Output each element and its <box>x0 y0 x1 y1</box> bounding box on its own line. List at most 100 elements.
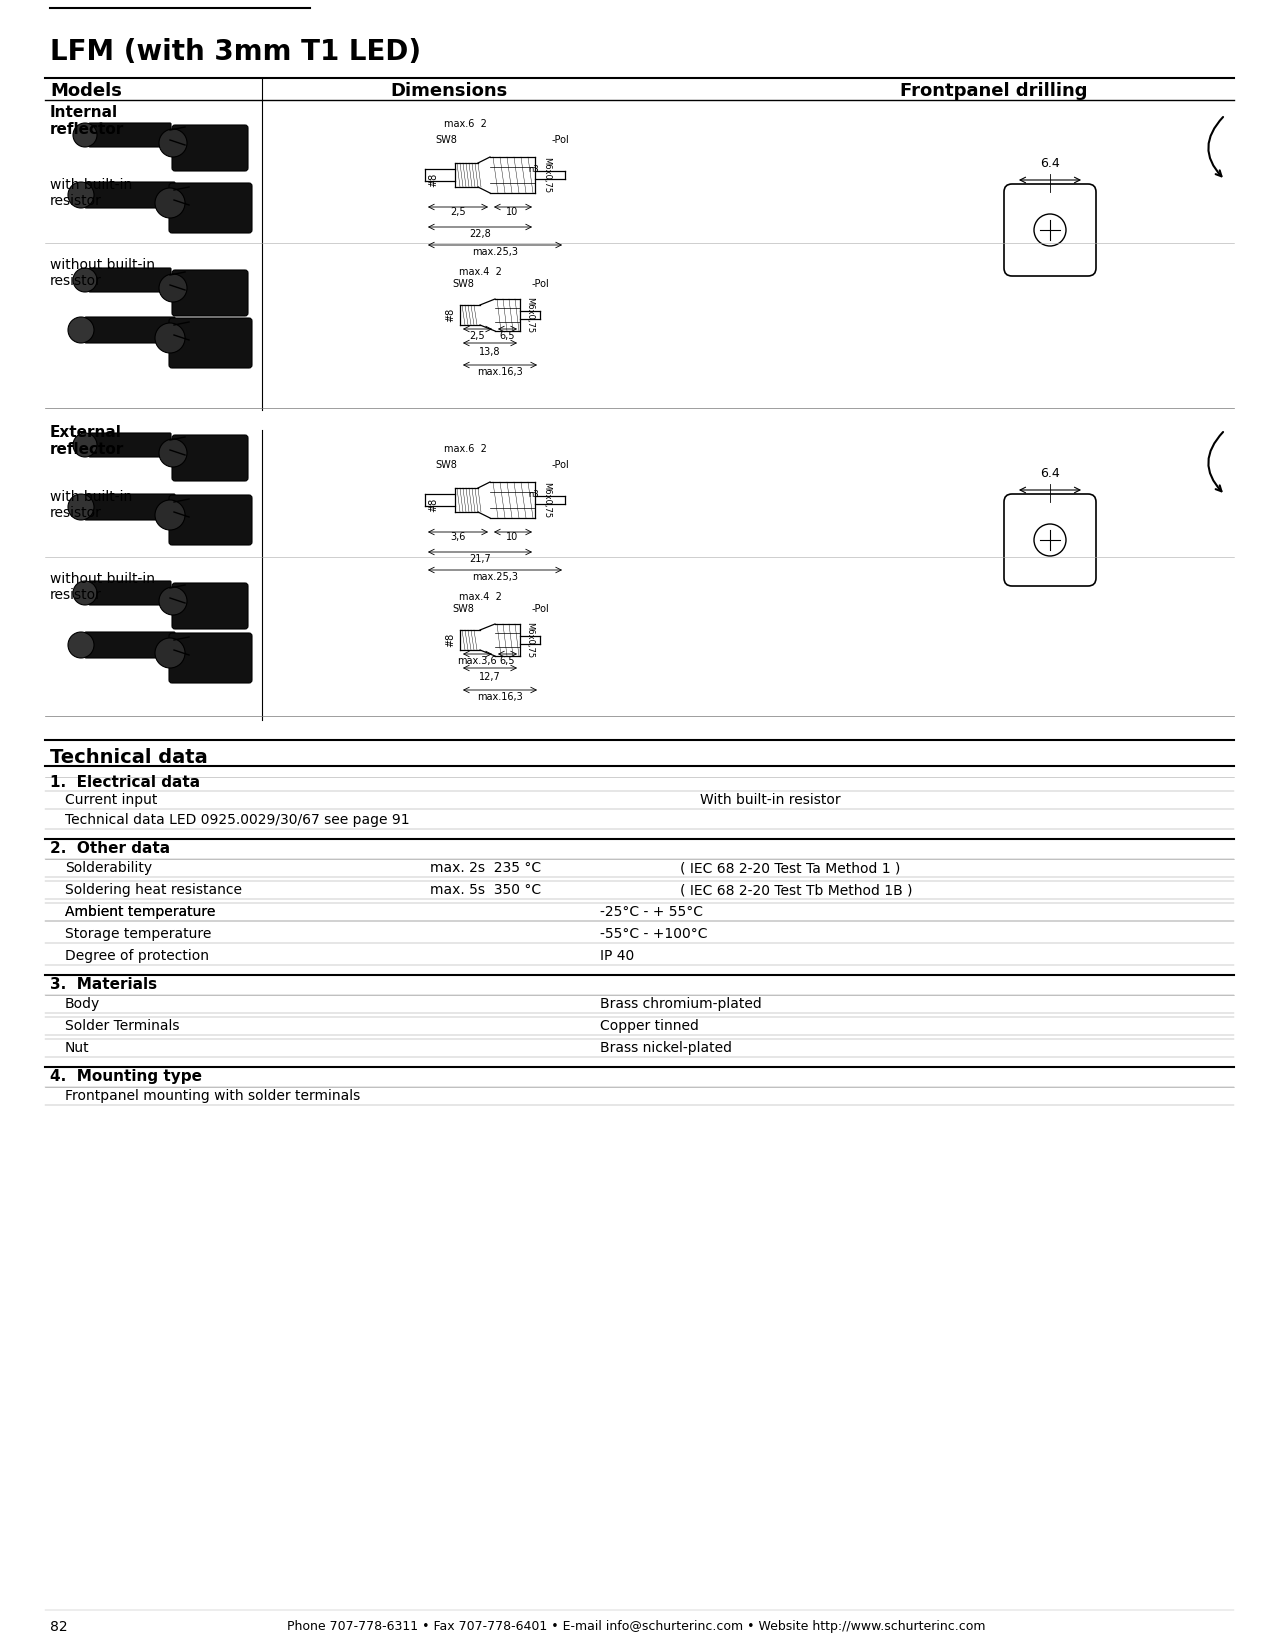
Text: Technical data: Technical data <box>50 748 207 768</box>
FancyBboxPatch shape <box>172 434 248 480</box>
FancyBboxPatch shape <box>85 182 176 208</box>
FancyBboxPatch shape <box>85 494 176 520</box>
Text: Current input: Current input <box>65 792 158 807</box>
Circle shape <box>73 581 97 604</box>
Text: max.6  2: max.6 2 <box>444 119 486 129</box>
Text: n3: n3 <box>528 490 539 499</box>
Text: M6x0,75: M6x0,75 <box>525 622 534 659</box>
Circle shape <box>67 182 94 208</box>
FancyBboxPatch shape <box>1004 494 1096 586</box>
FancyBboxPatch shape <box>172 125 248 172</box>
Text: #8: #8 <box>427 173 438 187</box>
Text: 10: 10 <box>506 532 518 542</box>
Text: #8: #8 <box>445 632 455 647</box>
FancyBboxPatch shape <box>1004 183 1096 276</box>
Text: ( IEC 68 2-20 Test Tb Method 1B ): ( IEC 68 2-20 Test Tb Method 1B ) <box>681 883 912 896</box>
FancyBboxPatch shape <box>169 319 252 368</box>
Text: 21,7: 21,7 <box>469 555 491 565</box>
Text: without built-in
resistor: without built-in resistor <box>50 258 155 289</box>
FancyBboxPatch shape <box>85 632 176 659</box>
Text: SW8: SW8 <box>452 279 474 289</box>
Text: SW8: SW8 <box>435 461 457 471</box>
Circle shape <box>155 500 184 530</box>
Text: IP 40: IP 40 <box>600 949 635 963</box>
Text: Ambient temperature: Ambient temperature <box>65 905 215 920</box>
Text: with built-in
resistor: with built-in resistor <box>50 490 132 520</box>
Text: max.16,3: max.16,3 <box>477 692 523 702</box>
Circle shape <box>73 124 97 147</box>
Text: Phone 707-778-6311 • Fax 707-778-6401 • E-mail info@schurterinc.com • Website ht: Phone 707-778-6311 • Fax 707-778-6401 • … <box>286 1620 986 1633</box>
Text: -Pol: -Pol <box>532 604 550 614</box>
Text: max.4  2: max.4 2 <box>459 593 501 603</box>
Text: Solder Terminals: Solder Terminals <box>65 1019 179 1034</box>
Text: Dimensions: Dimensions <box>391 83 508 101</box>
Text: -Pol: -Pol <box>552 461 570 471</box>
Circle shape <box>1034 523 1066 556</box>
Text: 1.  Electrical data: 1. Electrical data <box>50 774 200 789</box>
Circle shape <box>67 632 94 659</box>
Text: without built-in
resistor: without built-in resistor <box>50 571 155 603</box>
Text: Frontpanel drilling: Frontpanel drilling <box>901 83 1088 101</box>
Text: 2,5: 2,5 <box>469 330 485 342</box>
Text: M6x0,75: M6x0,75 <box>542 157 551 193</box>
Text: Body: Body <box>65 997 100 1010</box>
Text: Models: Models <box>50 83 122 101</box>
FancyBboxPatch shape <box>172 271 248 315</box>
Circle shape <box>155 637 184 669</box>
Circle shape <box>159 129 187 157</box>
Text: M6x0,75: M6x0,75 <box>542 482 551 518</box>
Circle shape <box>159 274 187 302</box>
Text: max. 5s  350 °C: max. 5s 350 °C <box>430 883 541 896</box>
Circle shape <box>159 588 187 616</box>
Text: Nut: Nut <box>65 1042 89 1055</box>
Text: -25°C - + 55°C: -25°C - + 55°C <box>600 905 703 920</box>
Text: Storage temperature: Storage temperature <box>65 926 211 941</box>
Text: 6,5: 6,5 <box>499 655 515 665</box>
Text: -Pol: -Pol <box>552 135 570 145</box>
FancyBboxPatch shape <box>169 495 252 545</box>
Text: max.25,3: max.25,3 <box>472 571 518 583</box>
Circle shape <box>155 188 184 218</box>
Circle shape <box>159 439 187 467</box>
Text: Brass nickel-plated: Brass nickel-plated <box>600 1042 731 1055</box>
Text: 2,5: 2,5 <box>450 206 466 216</box>
Text: max.4  2: max.4 2 <box>459 267 501 277</box>
FancyBboxPatch shape <box>169 183 252 233</box>
Text: Internal
reflector: Internal reflector <box>50 106 125 137</box>
Text: 22,8: 22,8 <box>469 229 491 239</box>
FancyBboxPatch shape <box>85 317 176 343</box>
Circle shape <box>1034 215 1066 246</box>
Text: Frontpanel mounting with solder terminals: Frontpanel mounting with solder terminal… <box>65 1090 360 1103</box>
Text: 4.  Mounting type: 4. Mounting type <box>50 1068 202 1085</box>
Text: Soldering heat resistance: Soldering heat resistance <box>65 883 242 896</box>
Text: External
reflector: External reflector <box>50 424 125 457</box>
Text: -Pol: -Pol <box>532 279 550 289</box>
Circle shape <box>67 317 94 343</box>
Text: 6.4: 6.4 <box>1040 157 1060 170</box>
Text: 3.  Materials: 3. Materials <box>50 977 158 992</box>
Text: max.6  2: max.6 2 <box>444 444 486 454</box>
Text: max.25,3: max.25,3 <box>472 248 518 258</box>
Text: Ambient temperature: Ambient temperature <box>65 905 215 920</box>
Text: Solderability: Solderability <box>65 862 153 875</box>
Text: 6.4: 6.4 <box>1040 467 1060 480</box>
Text: M6x0,75: M6x0,75 <box>525 297 534 334</box>
Text: 3,6: 3,6 <box>450 532 466 542</box>
FancyBboxPatch shape <box>89 581 170 604</box>
Text: Copper tinned: Copper tinned <box>600 1019 698 1034</box>
Text: 10: 10 <box>506 206 518 216</box>
Text: -55°C - +100°C: -55°C - +100°C <box>600 926 707 941</box>
Text: with built-in
resistor: with built-in resistor <box>50 178 132 208</box>
FancyBboxPatch shape <box>89 124 170 147</box>
Circle shape <box>73 267 97 292</box>
Circle shape <box>67 494 94 520</box>
Circle shape <box>155 324 184 353</box>
Text: Brass chromium-plated: Brass chromium-plated <box>600 997 762 1010</box>
Text: 82: 82 <box>50 1620 67 1634</box>
Text: 12,7: 12,7 <box>480 672 501 682</box>
Text: n3: n3 <box>528 165 539 173</box>
FancyBboxPatch shape <box>169 632 252 684</box>
Text: 2.  Other data: 2. Other data <box>50 840 170 855</box>
Text: max. 2s  235 °C: max. 2s 235 °C <box>430 862 541 875</box>
Text: #8: #8 <box>445 307 455 322</box>
